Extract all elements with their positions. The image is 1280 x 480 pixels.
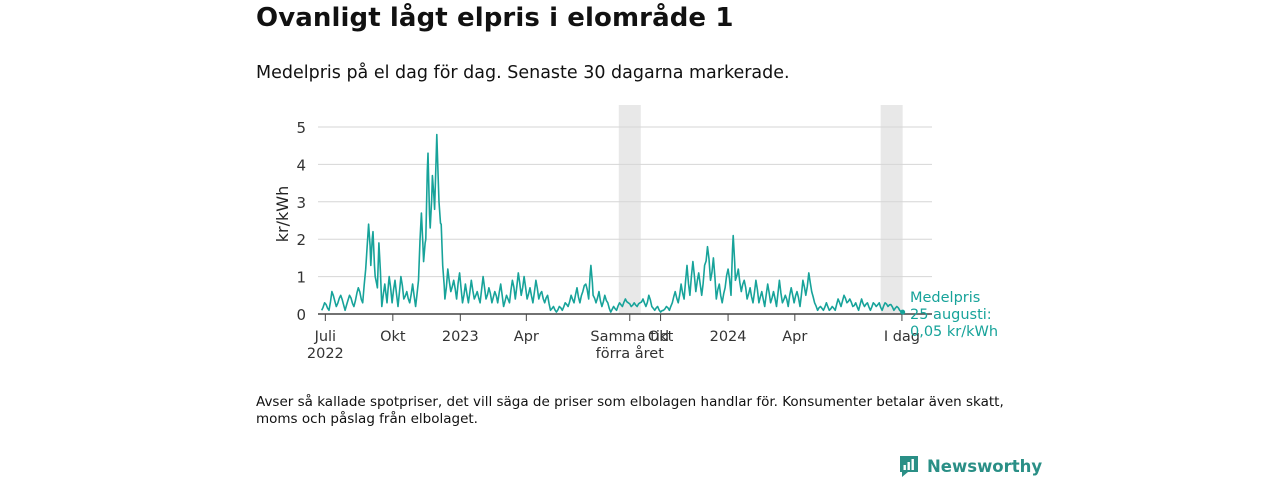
last-label-line-3: 0,05 kr/kWh: [910, 324, 998, 340]
x-tick-sublabel-5: förra året: [596, 345, 665, 362]
last-label-line-1: Medelpris: [910, 290, 980, 306]
last-point-marker: [900, 309, 906, 315]
chart-subtitle: Medelpris på el dag för dag. Senaste 30 …: [256, 63, 790, 83]
x-tick-label-2: Okt: [380, 329, 406, 345]
highlight-band-1: [618, 105, 641, 314]
y-tick-2: 2: [296, 231, 306, 249]
y-tick-0: 0: [296, 306, 306, 324]
gridlines: [318, 126, 932, 278]
x-tick-label-7: 2024: [710, 329, 747, 345]
highlight-bands: [618, 105, 903, 314]
footnote: Avser så kallade spotpriser, det vill sä…: [256, 394, 1004, 427]
y-axis-ticks: 0 1 2 3 4 5: [296, 119, 306, 324]
brand-logo[interactable]: Newsworthy: [898, 454, 1042, 478]
x-tick-label-4: Apr: [514, 329, 539, 345]
brand-name: Newsworthy: [927, 456, 1043, 476]
y-tick-1: 1: [296, 269, 306, 287]
series-lines: [318, 133, 932, 315]
x-tick-label-5: Samma tid: [590, 329, 669, 345]
x-tick-sublabel-1: 2022: [307, 346, 344, 362]
x-tick-label-9: I dag: [884, 329, 920, 345]
y-axis-label: kr/kWh: [273, 186, 292, 242]
y-tick-3: 3: [296, 194, 306, 212]
x-tick-label-1: Juli: [314, 329, 337, 345]
x-tick-label-6: Okt: [648, 329, 674, 345]
last-label-line-2: 25 augusti:: [910, 307, 992, 323]
y-tick-4: 4: [296, 156, 306, 174]
y-tick-5: 5: [296, 119, 306, 137]
newsworthy-icon: [900, 456, 918, 477]
x-tick-label-8: Apr: [782, 329, 807, 345]
price-line: [320, 133, 903, 313]
chart-title: Ovanligt lågt elpris i elområde 1: [256, 3, 734, 33]
highlight-band-2: [880, 105, 903, 314]
x-tick-label-3: 2023: [442, 329, 479, 345]
